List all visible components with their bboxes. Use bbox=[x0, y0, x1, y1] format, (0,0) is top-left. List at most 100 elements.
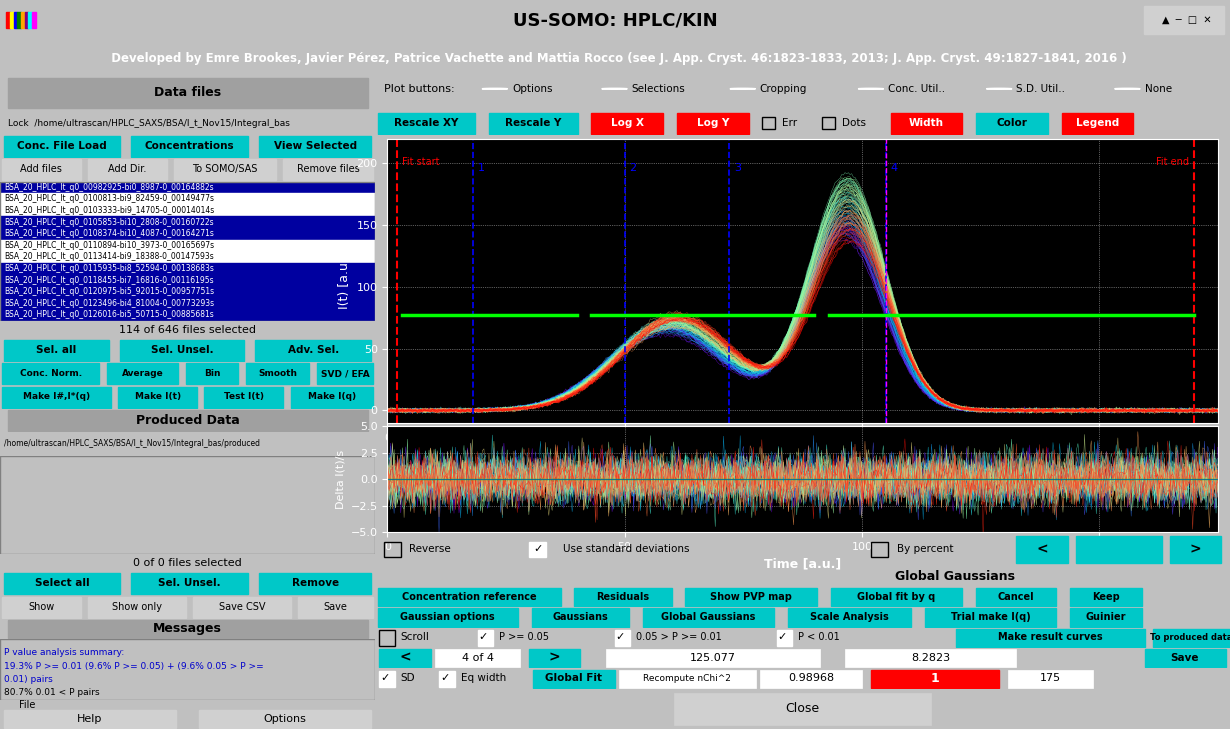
Bar bbox=[2, 364, 100, 384]
Text: Make I(t): Make I(t) bbox=[134, 392, 181, 402]
Bar bbox=[255, 340, 371, 361]
Text: Fit end: Fit end bbox=[1156, 157, 1189, 167]
Bar bbox=[4, 710, 176, 728]
Bar bbox=[283, 160, 373, 180]
Text: ✓: ✓ bbox=[534, 544, 542, 554]
Bar bbox=[258, 574, 371, 594]
Bar bbox=[2, 597, 81, 617]
Bar bbox=[2, 387, 111, 408]
Text: /home/ultrascan/HPLC_SAXS/BSA/I_t_Nov15/Integral_bas/produced: /home/ultrascan/HPLC_SAXS/BSA/I_t_Nov15/… bbox=[4, 440, 260, 448]
Text: Close: Close bbox=[786, 701, 819, 714]
Text: BSA_20_HPLC_lt_q0_0120975-bi5_92015-0_00957751s: BSA_20_HPLC_lt_q0_0120975-bi5_92015-0_00… bbox=[4, 287, 214, 296]
Text: BSA_20_HPLC_lt_q0_0118455-bi7_16816-0_00116195s: BSA_20_HPLC_lt_q0_0118455-bi7_16816-0_00… bbox=[4, 276, 213, 284]
Bar bbox=[379, 671, 395, 687]
Text: Recompute nChi^2: Recompute nChi^2 bbox=[643, 674, 731, 683]
Circle shape bbox=[482, 88, 508, 90]
Bar bbox=[0, 193, 375, 205]
Text: Show: Show bbox=[28, 602, 54, 612]
Bar bbox=[0, 182, 375, 193]
Bar bbox=[435, 649, 520, 668]
Bar bbox=[977, 588, 1057, 607]
Bar bbox=[378, 588, 561, 607]
Bar bbox=[0, 297, 375, 309]
Text: Test I(t): Test I(t) bbox=[224, 392, 264, 402]
Bar bbox=[193, 597, 290, 617]
Bar bbox=[0, 228, 375, 240]
Text: Residuals: Residuals bbox=[597, 592, 649, 601]
Text: >: > bbox=[1189, 542, 1202, 556]
Text: ✓: ✓ bbox=[615, 633, 625, 642]
Text: Produced Data: Produced Data bbox=[135, 413, 240, 426]
Bar bbox=[379, 649, 430, 668]
Bar bbox=[0, 274, 375, 286]
Bar bbox=[529, 542, 546, 557]
Bar bbox=[1144, 649, 1226, 668]
Text: Use standard deviations: Use standard deviations bbox=[563, 544, 690, 554]
Text: Selections: Selections bbox=[632, 84, 685, 94]
Text: Guinier: Guinier bbox=[1086, 612, 1127, 622]
Bar bbox=[871, 542, 888, 557]
Bar bbox=[1144, 6, 1224, 34]
Text: To SOMO/SAS: To SOMO/SAS bbox=[192, 165, 258, 174]
Text: S.D. Util..: S.D. Util.. bbox=[1016, 84, 1065, 94]
Bar bbox=[204, 387, 283, 408]
Text: Options: Options bbox=[512, 84, 552, 94]
Bar bbox=[14, 12, 17, 28]
Text: US-SOMO: HPLC/KIN: US-SOMO: HPLC/KIN bbox=[513, 11, 717, 29]
Text: Err: Err bbox=[782, 118, 797, 128]
Text: P < 0.01: P < 0.01 bbox=[798, 633, 840, 642]
Text: ✓: ✓ bbox=[440, 674, 449, 683]
Text: Show only: Show only bbox=[112, 602, 162, 612]
Text: 1: 1 bbox=[931, 672, 940, 685]
Bar bbox=[118, 387, 197, 408]
Bar bbox=[891, 113, 962, 133]
Bar bbox=[1061, 113, 1133, 133]
Bar bbox=[788, 608, 911, 627]
Text: Scale Analysis: Scale Analysis bbox=[811, 612, 889, 622]
Text: Lock  /home/ultrascan/HPLC_SAXS/BSA/I_t_Nov15/Integral_bas: Lock /home/ultrascan/HPLC_SAXS/BSA/I_t_N… bbox=[7, 119, 289, 128]
Bar bbox=[378, 608, 518, 627]
Text: Options: Options bbox=[263, 714, 306, 724]
Text: Scroll: Scroll bbox=[401, 633, 429, 642]
Text: 175: 175 bbox=[1039, 674, 1061, 683]
Text: <: < bbox=[1036, 542, 1048, 556]
Text: Keep: Keep bbox=[1092, 592, 1121, 601]
Text: ✓: ✓ bbox=[478, 633, 488, 642]
Text: Color: Color bbox=[996, 118, 1027, 128]
Text: To produced data: To produced data bbox=[1150, 633, 1230, 642]
Bar bbox=[1070, 608, 1141, 627]
Text: Gaussians: Gaussians bbox=[552, 612, 608, 622]
Bar bbox=[477, 630, 493, 646]
Bar bbox=[763, 117, 775, 129]
Text: Save: Save bbox=[323, 602, 348, 612]
Text: Save CSV: Save CSV bbox=[219, 602, 266, 612]
Text: 0.01) pairs: 0.01) pairs bbox=[4, 675, 53, 684]
Text: 125.077: 125.077 bbox=[690, 653, 736, 663]
Bar bbox=[132, 574, 247, 594]
Text: 4 of 4: 4 of 4 bbox=[461, 653, 493, 663]
Bar bbox=[529, 649, 581, 668]
Text: 1: 1 bbox=[477, 163, 485, 174]
Text: 2: 2 bbox=[630, 163, 637, 174]
Text: BSA_20_HPLC_lt_q0_0110894-bi10_3973-0_00165697s: BSA_20_HPLC_lt_q0_0110894-bi10_3973-0_00… bbox=[4, 241, 214, 250]
Text: BSA_20_HPLC_lt_q0_0108374-bi10_4087-0_00164271s: BSA_20_HPLC_lt_q0_0108374-bi10_4087-0_00… bbox=[4, 229, 214, 238]
Bar bbox=[845, 649, 1016, 668]
Text: Global Gaussians: Global Gaussians bbox=[662, 612, 755, 622]
Text: ✓: ✓ bbox=[380, 674, 390, 683]
Text: BSA_20_HPLC_lt_q0_0113414-bi9_18388-0_00147593s: BSA_20_HPLC_lt_q0_0113414-bi9_18388-0_00… bbox=[4, 252, 214, 262]
Text: Global Fit: Global Fit bbox=[545, 674, 601, 683]
Bar bbox=[957, 628, 1144, 647]
Bar bbox=[4, 136, 121, 157]
Text: 4: 4 bbox=[891, 163, 898, 174]
Bar bbox=[17, 12, 21, 28]
Text: 0.05 > P >= 0.01: 0.05 > P >= 0.01 bbox=[636, 633, 722, 642]
Bar bbox=[4, 340, 108, 361]
Text: <: < bbox=[400, 651, 411, 665]
Text: Smooth: Smooth bbox=[258, 369, 298, 378]
Bar bbox=[21, 12, 25, 28]
Bar bbox=[531, 608, 629, 627]
Text: 19.3% P >= 0.01 (9.6% P >= 0.05) + (9.6% 0.05 > P >=: 19.3% P >= 0.01 (9.6% P >= 0.05) + (9.6%… bbox=[4, 662, 263, 671]
Bar bbox=[488, 113, 578, 133]
Text: Help: Help bbox=[77, 714, 103, 724]
Text: Gaussian options: Gaussian options bbox=[401, 612, 496, 622]
